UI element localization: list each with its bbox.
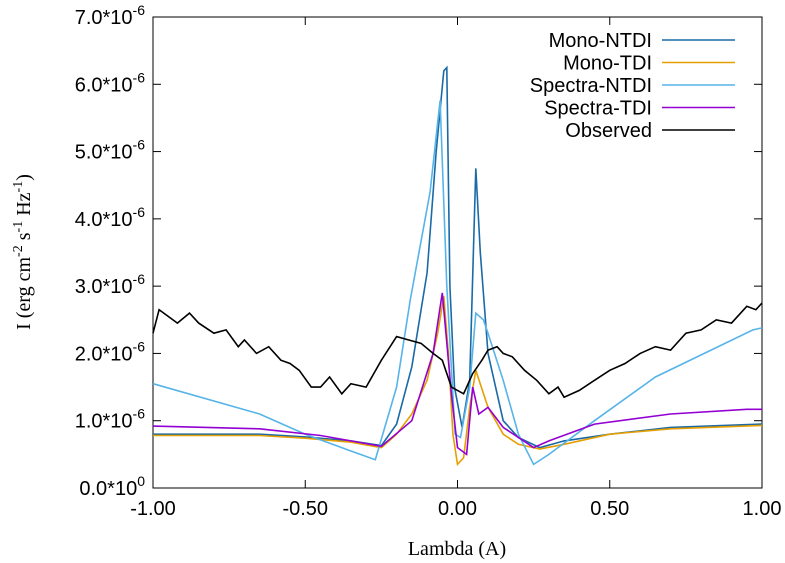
series-line [152, 302, 763, 399]
y-tick-label: 6.0*10-6 [75, 69, 146, 96]
y-tick-exponent: -6 [133, 2, 146, 18]
y-tick-base: 7.0*10 [75, 7, 133, 29]
y-tick-exponent: 0 [137, 473, 145, 489]
x-tick-label: 0.00 [438, 498, 477, 520]
y-tick-label: 7.0*10-6 [75, 2, 146, 29]
y-label-sup: -1 [11, 221, 26, 233]
x-tick-label: 1.00 [743, 498, 782, 520]
y-tick-label: 1.0*10-6 [75, 406, 146, 433]
y-tick-base: 6.0*10 [75, 74, 133, 96]
y-tick-exponent: -6 [133, 137, 146, 153]
y-tick-label: 4.0*10-6 [75, 204, 146, 231]
x-tick-label: -1.00 [130, 498, 176, 520]
y-label-part: Hz [13, 192, 35, 220]
y-label-sup: -2 [11, 245, 26, 257]
legend-label: Spectra-NTDI [530, 75, 652, 97]
legend-label: Mono-NTDI [549, 30, 652, 52]
y-tick-label: 5.0*10-6 [75, 137, 146, 164]
x-tick-label: -0.50 [282, 498, 328, 520]
y-tick-label: 3.0*10-6 [75, 271, 146, 298]
y-tick-base: 0.0*10 [79, 478, 137, 500]
series-line [152, 292, 762, 456]
y-tick-exponent: -6 [133, 271, 146, 287]
y-tick-label: 2.0*10-6 [75, 338, 146, 365]
x-axis-label: Lambda (A) [408, 538, 506, 560]
y-tick-exponent: -6 [133, 406, 146, 422]
y-label-sup: -1 [11, 181, 26, 193]
legend-label: Observed [565, 120, 652, 142]
y-tick-exponent: -6 [133, 204, 146, 220]
series-line [153, 296, 763, 467]
y-tick-label: 0.0*100 [79, 473, 145, 500]
legend-label: Spectra-TDI [544, 98, 652, 120]
y-tick-base: 2.0*10 [75, 343, 133, 365]
y-tick-exponent: -6 [133, 69, 146, 85]
y-label-part: I (erg cm [13, 257, 35, 330]
series-line [152, 100, 763, 466]
y-tick-base: 3.0*10 [75, 276, 133, 298]
y-label-part: s [13, 232, 35, 245]
x-tick-label: 0.50 [590, 498, 629, 520]
y-label-part: ) [13, 174, 35, 181]
y-tick-base: 1.0*10 [75, 411, 133, 433]
y-axis-label: I (erg cm-2 s-1 Hz-1) [11, 174, 35, 330]
plot-frame [152, 16, 763, 489]
y-tick-exponent: -6 [133, 338, 146, 354]
legend-label: Mono-TDI [563, 53, 652, 75]
y-tick-base: 5.0*10 [75, 142, 133, 164]
y-tick-base: 4.0*10 [75, 209, 133, 231]
